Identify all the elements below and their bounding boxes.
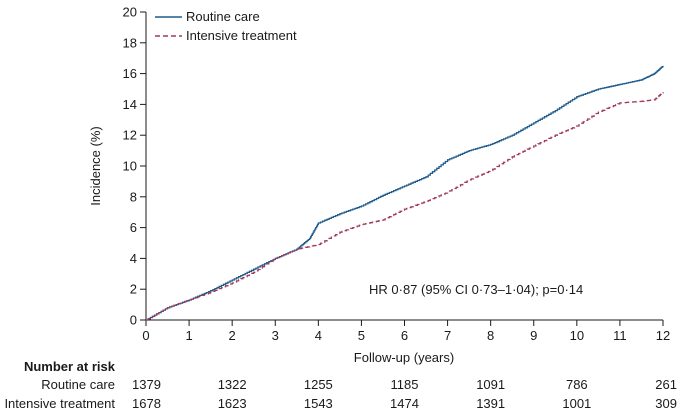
- x-tick-label: 2: [229, 328, 236, 343]
- legend-label-intensive-treatment: Intensive treatment: [186, 28, 297, 43]
- x-tick-label: 11: [613, 328, 627, 343]
- risk-value: 1001: [562, 396, 591, 411]
- risk-value: 261: [655, 377, 677, 392]
- series-line-intensive-treatment: [146, 92, 664, 321]
- y-tick-label: 8: [130, 189, 137, 204]
- y-tick-label: 0: [130, 313, 137, 328]
- legend-label-routine-care: Routine care: [186, 9, 260, 24]
- risk-value: 1255: [304, 377, 333, 392]
- y-tick-label: 2: [130, 282, 137, 297]
- x-tick-label: 5: [358, 328, 365, 343]
- y-tick-label: 12: [123, 128, 137, 143]
- series-line-routine-care: [146, 65, 664, 321]
- number-at-risk-title: Number at risk: [24, 359, 116, 374]
- x-tick-label: 1: [185, 328, 192, 343]
- y-tick-label: 6: [130, 220, 137, 235]
- x-tick-label: 6: [401, 328, 408, 343]
- risk-value: 1322: [218, 377, 247, 392]
- x-tick-label: 8: [487, 328, 494, 343]
- legend: Routine care Intensive treatment: [155, 9, 297, 43]
- risk-row-label-intensive-treatment: Intensive treatment: [4, 396, 115, 411]
- risk-value: 309: [655, 396, 677, 411]
- risk-row-label-routine-care: Routine care: [41, 377, 115, 392]
- risk-value: 786: [566, 377, 588, 392]
- x-tick-label: 9: [530, 328, 537, 343]
- hazard-ratio-annotation: HR 0·87 (95% CI 0·73–1·04); p=0·14: [369, 282, 583, 297]
- risk-value: 1623: [218, 396, 247, 411]
- risk-value: 1185: [391, 377, 419, 392]
- y-tick-label: 10: [123, 159, 137, 174]
- y-tick-label: 18: [123, 35, 137, 50]
- number-at-risk-table: Number at risk Routine care Intensive tr…: [4, 359, 677, 411]
- risk-value: 1391: [476, 396, 505, 411]
- x-tick-label: 4: [315, 328, 322, 343]
- risk-value: 1543: [304, 396, 333, 411]
- y-tick-label: 16: [123, 66, 137, 81]
- x-tick-label: 0: [142, 328, 149, 343]
- risk-value: 1379: [132, 377, 161, 392]
- x-tick-label: 3: [272, 328, 279, 343]
- risk-value: 1678: [132, 396, 161, 411]
- y-tick-label: 14: [123, 97, 137, 112]
- risk-values: 1379 1322 1255 1185 1091 786 261 1678 1623 1543 14…: [132, 377, 677, 411]
- y-axis-title: Incidence (%): [88, 126, 103, 205]
- x-tick-label: 7: [444, 328, 451, 343]
- y-tick-label: 4: [130, 251, 137, 266]
- x-axis-title: Follow-up (years): [354, 350, 454, 365]
- x-tick-label: 10: [570, 328, 584, 343]
- x-tick-label: 12: [656, 328, 670, 343]
- risk-value: 1091: [476, 377, 505, 392]
- y-tick-label: 20: [123, 5, 137, 20]
- risk-value: 1474: [390, 396, 419, 411]
- series-layer: [146, 65, 664, 321]
